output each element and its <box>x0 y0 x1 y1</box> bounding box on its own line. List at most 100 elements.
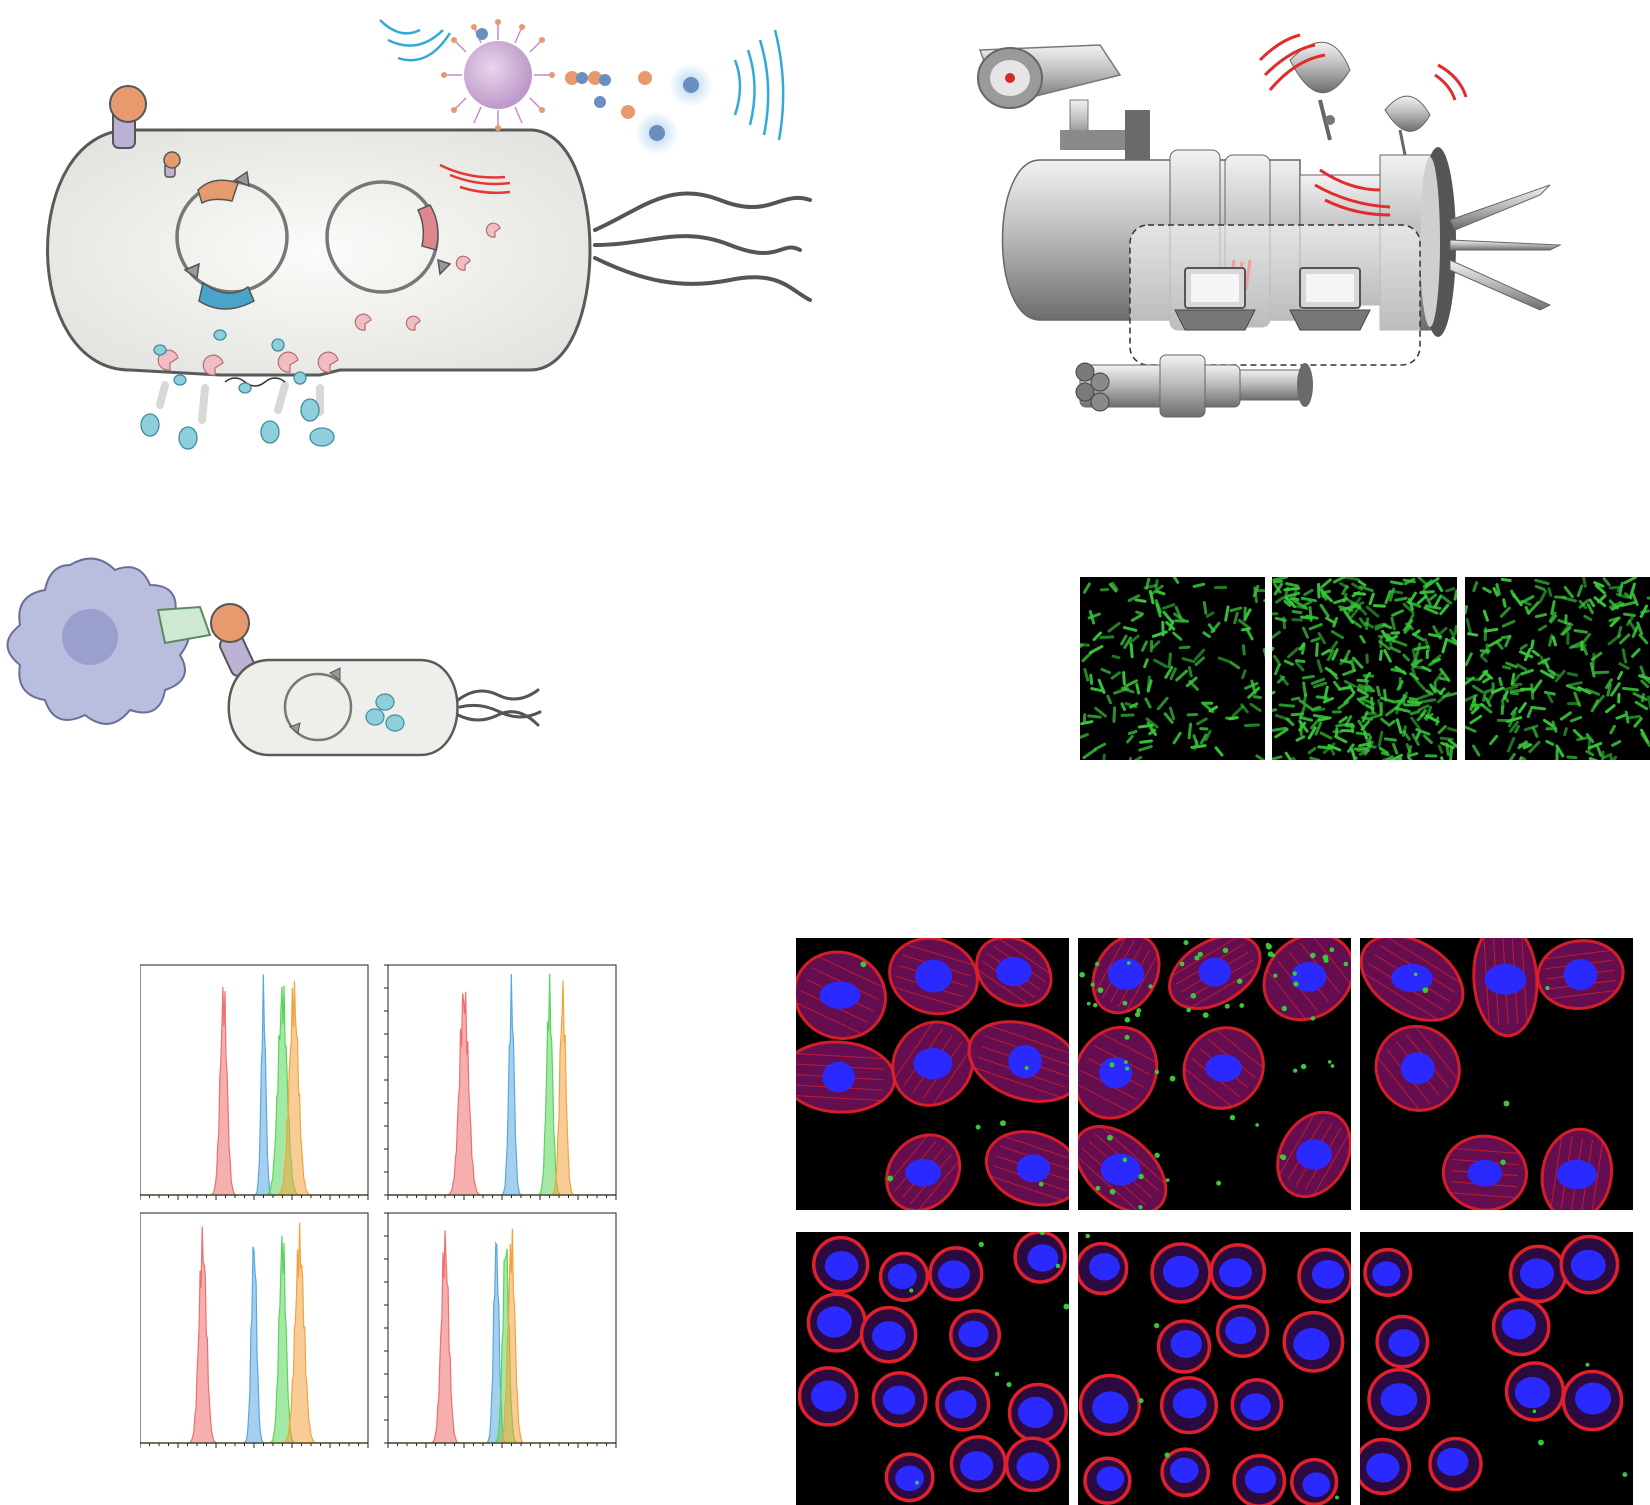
cell-mark <box>811 1235 870 1294</box>
bacterium-mark <box>1408 697 1419 702</box>
bacterium-mark <box>1329 746 1336 756</box>
bacterium-mark <box>1563 727 1568 737</box>
bacterium-mark <box>1390 580 1404 586</box>
confocal-image-4 <box>796 1232 1069 1505</box>
bacterium-mark <box>1407 752 1419 758</box>
bacterium-mark <box>1407 755 1413 760</box>
bacterium-mark <box>1273 654 1282 666</box>
bacterium-mark <box>1312 681 1328 689</box>
bacterium-mark <box>1394 639 1408 647</box>
bacterium-mark <box>1099 635 1115 640</box>
bacterium-mark <box>1284 595 1297 609</box>
bacterium-mark <box>1295 735 1306 742</box>
bacterium-mark <box>1489 734 1499 746</box>
bacterium-mark <box>1501 635 1512 640</box>
bacterium-mark <box>1499 606 1511 618</box>
bacterium-mark <box>1416 680 1426 691</box>
bacterium-mark <box>1618 633 1631 645</box>
bacterium-mark <box>1169 667 1177 681</box>
bacterium-mark <box>1411 733 1420 746</box>
bacteria-dot <box>1293 1068 1298 1073</box>
bacterium-mark <box>1439 603 1450 616</box>
bacteria-dot <box>1122 1157 1128 1163</box>
bacterium-mark <box>1548 634 1554 647</box>
bacteria-micrograph-3 <box>1465 577 1650 760</box>
cell-mark <box>1083 1456 1132 1505</box>
bacterium-mark <box>1370 696 1375 714</box>
bacterium-mark <box>1482 586 1492 594</box>
cell-mark <box>1156 1319 1212 1374</box>
bacterium-mark <box>1299 716 1314 722</box>
bacterium-mark <box>1190 744 1207 749</box>
bacteria-dot <box>1086 1001 1091 1006</box>
cell-mark <box>859 1305 918 1364</box>
bacterium-mark <box>1162 603 1176 610</box>
bacterium-mark <box>1433 595 1442 609</box>
bacteria-dot <box>1293 981 1299 987</box>
cell-mark <box>967 1020 1069 1103</box>
bacterium-mark <box>1445 742 1450 757</box>
bacterium-mark <box>1633 717 1643 728</box>
bacteria-dot <box>1124 1017 1131 1023</box>
bacterium-mark <box>1611 740 1622 747</box>
cell-mark <box>1232 1454 1287 1505</box>
confocal-image <box>797 1232 1069 1503</box>
bacterium-mark <box>1503 684 1519 692</box>
bacterium-mark <box>1330 630 1344 640</box>
bacterium-mark <box>1229 606 1243 613</box>
bacterium-mark <box>1175 669 1189 682</box>
bacterium-mark <box>1480 654 1488 663</box>
bacterium-mark <box>1127 730 1138 736</box>
cell-mark <box>797 1366 859 1427</box>
bacterium-mark <box>1272 726 1288 732</box>
bacterium-mark <box>1578 599 1588 610</box>
bacterium-mark <box>1451 636 1457 645</box>
bacteria-dot <box>1095 1185 1101 1191</box>
bacterium-mark <box>1145 717 1159 729</box>
bacterium-mark <box>1113 687 1130 695</box>
bacterium-mark <box>1501 619 1516 628</box>
bacterium-mark <box>1135 682 1141 695</box>
bacterium-mark <box>1291 609 1303 615</box>
bacterium-mark <box>1528 740 1541 754</box>
bacteria-dot <box>1154 1069 1160 1075</box>
bacterium-mark <box>1639 665 1646 677</box>
cell-mark <box>1508 1244 1568 1304</box>
bacterium-mark <box>1303 588 1314 597</box>
bacterium-mark <box>1514 724 1520 734</box>
bacterium-mark <box>1631 648 1641 658</box>
bacterium-mark <box>1199 733 1208 745</box>
cell-mark <box>1276 1110 1351 1199</box>
cell-mark <box>1007 1382 1069 1443</box>
bacterium-mark <box>1291 696 1301 701</box>
bacteria-dot <box>1273 973 1278 978</box>
histogram-series-orange <box>140 980 368 1196</box>
bacterium-mark <box>1294 659 1306 664</box>
bacterium-mark <box>1333 680 1341 690</box>
camera-icon <box>977 44 1150 170</box>
cell-mark <box>1078 1125 1168 1210</box>
bacterium-mark <box>1357 688 1369 697</box>
bacteria-dot <box>1538 1439 1544 1446</box>
bacterium-mark <box>1148 589 1155 605</box>
bacterium-mark <box>1550 600 1556 616</box>
bacterium-mark <box>1202 631 1211 639</box>
bacteria-dot <box>1216 1180 1222 1186</box>
bacterium-mark <box>1107 621 1121 633</box>
bacterium-mark <box>1480 648 1489 657</box>
bacterium-mark <box>1094 706 1107 718</box>
cell-mark <box>1363 1247 1413 1297</box>
cell-mark <box>984 1130 1069 1207</box>
bacteria-dot <box>1109 1062 1115 1068</box>
bacterium-mark <box>1143 584 1157 590</box>
bacteria-dot <box>1622 1472 1628 1478</box>
bacterium-mark <box>1092 631 1102 642</box>
bacterium-mark <box>1368 592 1375 606</box>
bacterium-mark <box>1390 646 1401 654</box>
bacterium-mark <box>1110 671 1121 680</box>
laptop-icon <box>1289 267 1371 331</box>
bacterium-mark <box>1530 639 1535 650</box>
bacterium-mark <box>1328 640 1339 653</box>
histogram-series-red <box>140 986 368 1196</box>
bacterium-mark <box>1351 656 1364 669</box>
